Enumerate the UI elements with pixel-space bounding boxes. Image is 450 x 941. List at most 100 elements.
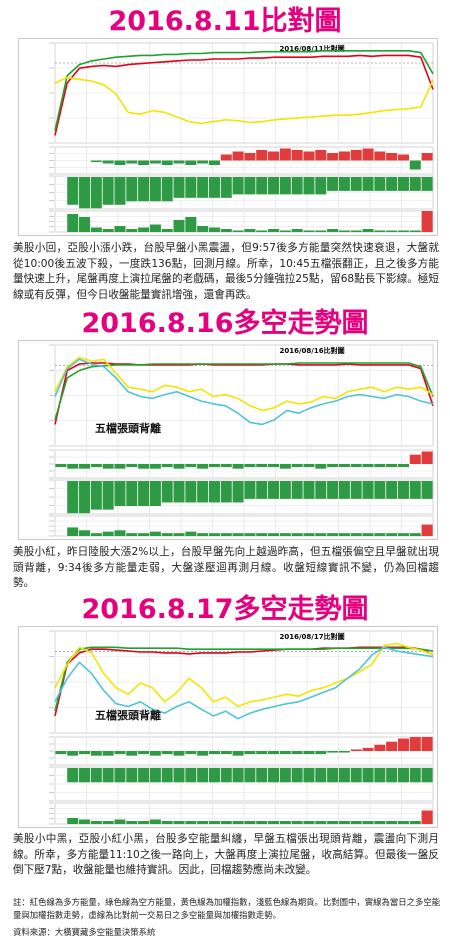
tick-bar bbox=[114, 819, 126, 824]
tick-bar bbox=[161, 229, 173, 232]
energy-bar bbox=[338, 151, 350, 161]
energy-bar bbox=[197, 160, 209, 164]
volume-bar bbox=[374, 481, 386, 499]
volume-bar bbox=[197, 177, 209, 198]
tick-bar bbox=[256, 533, 268, 536]
energy-bar bbox=[374, 464, 386, 468]
energy-bar bbox=[244, 153, 256, 161]
volume-bar bbox=[67, 177, 79, 205]
chart-panel: 2016/08/17比對圖 五檔張頭背離 bbox=[18, 626, 438, 828]
volume-bar bbox=[173, 768, 185, 783]
volume-bar bbox=[90, 177, 102, 209]
analysis-paragraph: 美股小紅，昨日陸股大漲2%以上，台股早盤先向上越過昨高，但五檔張偏空且早盤就出現… bbox=[13, 546, 439, 589]
tick-bar bbox=[208, 533, 220, 536]
energy-bar bbox=[303, 464, 315, 468]
tick-bar bbox=[185, 821, 197, 824]
energy-bar bbox=[279, 751, 291, 755]
volume-bar bbox=[79, 177, 91, 209]
energy-bar bbox=[138, 160, 150, 165]
volume-bar bbox=[362, 768, 374, 783]
volume-bar bbox=[303, 177, 315, 195]
energy-bar bbox=[208, 751, 220, 755]
volume-bar bbox=[138, 481, 150, 507]
tick-bar bbox=[338, 821, 350, 824]
energy-bar bbox=[386, 153, 398, 161]
volume-bar bbox=[279, 481, 291, 499]
energy-bar bbox=[55, 464, 67, 468]
volume-bar bbox=[338, 481, 350, 499]
energy-bar bbox=[138, 464, 150, 469]
volume-bar bbox=[114, 481, 126, 507]
volume-bar bbox=[268, 768, 280, 783]
volume-bar bbox=[350, 768, 362, 783]
volume-bar bbox=[197, 481, 209, 503]
tick-bar bbox=[197, 226, 209, 232]
volume-bar bbox=[315, 177, 327, 195]
tick-bar bbox=[197, 821, 209, 824]
tick-bar bbox=[79, 217, 91, 232]
energy-bar bbox=[67, 464, 79, 469]
volume-bar bbox=[315, 481, 327, 499]
volume-bar bbox=[208, 768, 220, 783]
chart-date-label: 2016/08/17比對圖 bbox=[280, 632, 345, 641]
energy-bar bbox=[149, 751, 161, 756]
energy-bar bbox=[149, 464, 161, 469]
energy-bar bbox=[327, 464, 339, 468]
volume-bar bbox=[350, 177, 362, 191]
tick-bar bbox=[386, 533, 398, 536]
volume-bar bbox=[67, 481, 79, 514]
volume-bar bbox=[303, 481, 315, 499]
tick-bar bbox=[114, 530, 126, 536]
energy-bar bbox=[102, 160, 114, 164]
tick-bar bbox=[327, 229, 339, 232]
tick-bar bbox=[161, 821, 173, 824]
tick-bar bbox=[232, 821, 244, 824]
volume-bar bbox=[397, 177, 409, 191]
series-line-green bbox=[54, 646, 434, 712]
tick-bar bbox=[268, 229, 280, 232]
volume-bar bbox=[315, 768, 327, 783]
series-line-yellow bbox=[54, 76, 434, 125]
volume-bar bbox=[397, 481, 409, 499]
tick-bar bbox=[268, 821, 280, 824]
tick-bar bbox=[149, 531, 161, 536]
energy-bar bbox=[244, 464, 256, 468]
tick-bar bbox=[244, 821, 256, 824]
volume-bar bbox=[197, 768, 209, 783]
energy-bar bbox=[291, 751, 303, 755]
energy-bar bbox=[338, 464, 350, 468]
tick-bar bbox=[208, 227, 220, 232]
energy-bar bbox=[208, 464, 220, 468]
tick-bar bbox=[102, 229, 114, 232]
tick-bar bbox=[409, 821, 421, 824]
tick-bar bbox=[397, 533, 409, 536]
tick-bar bbox=[102, 531, 114, 536]
section-title: 2016.8.17多空走勢圖 bbox=[81, 594, 369, 625]
tick-bar bbox=[374, 821, 386, 824]
tick-bar bbox=[173, 220, 185, 232]
tick-bar bbox=[409, 230, 421, 232]
volume-bar bbox=[220, 177, 232, 198]
volume-bar bbox=[291, 768, 303, 783]
energy-bar bbox=[362, 148, 374, 161]
volume-bar bbox=[350, 481, 362, 499]
volume-bar bbox=[256, 177, 268, 195]
tick-bar bbox=[138, 533, 150, 536]
energy-bar bbox=[362, 464, 374, 468]
tick-bar bbox=[220, 533, 232, 536]
volume-bar bbox=[327, 768, 339, 783]
tick-bar bbox=[374, 230, 386, 232]
tick-bar bbox=[126, 229, 138, 232]
tick-bar bbox=[149, 224, 161, 232]
volume-bar bbox=[279, 768, 291, 783]
volume-bar bbox=[161, 481, 173, 503]
energy-bar bbox=[161, 160, 173, 165]
tick-bar bbox=[220, 229, 232, 232]
energy-bar bbox=[327, 751, 339, 753]
energy-bar bbox=[350, 749, 362, 751]
volume-bar bbox=[173, 177, 185, 198]
volume-bar bbox=[244, 481, 256, 499]
tick-bar bbox=[79, 530, 91, 536]
energy-bar bbox=[409, 454, 421, 464]
volume-bar bbox=[256, 481, 268, 499]
